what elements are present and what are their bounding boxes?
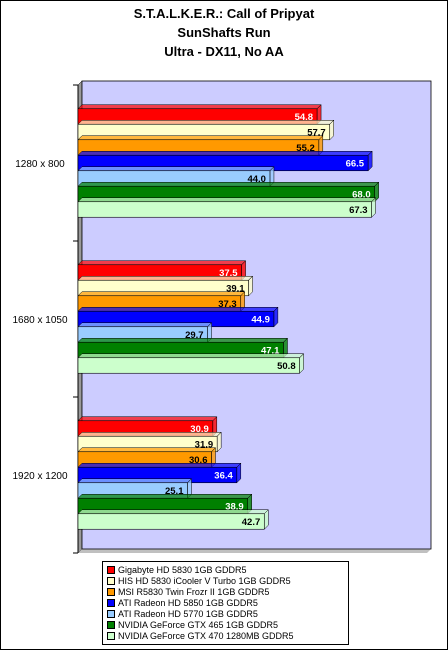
bar [77, 201, 372, 218]
bar-value-label: 57.7 [307, 128, 326, 139]
bar [77, 357, 300, 374]
legend-label: ATI Radeon HD 5770 1GB GDDR5 [118, 609, 258, 619]
bar-top-face [77, 135, 324, 140]
bar-value-label: 37.5 [219, 268, 238, 279]
bar-top-face [77, 416, 218, 421]
chart-title-line-3: Ultra - DX11, No AA [164, 44, 284, 59]
bar-top-face [77, 494, 253, 499]
bar [77, 513, 265, 530]
legend-label: ATI Radeon HD 5850 1GB GDDR5 [118, 598, 258, 608]
bar-value-label: 25.1 [165, 486, 184, 497]
legend-label: HIS HD 5830 iCooler V Turbo 1GB GDDR5 [118, 576, 291, 586]
bar-top-face [77, 166, 275, 171]
bar-value-label: 47.1 [261, 346, 280, 357]
chart-legend: Gigabyte HD 5830 1GB GDDR5 HIS HD 5830 iC… [102, 561, 349, 645]
bar-top-face [77, 447, 217, 452]
bar-value-label: 68.0 [352, 190, 371, 201]
bar-value-label: 42.7 [242, 517, 261, 528]
bar-top-face [77, 322, 213, 327]
bar-top-face [77, 353, 305, 358]
bar-value-label: 30.9 [190, 424, 209, 435]
bar-value-label: 30.6 [189, 455, 208, 466]
legend-label: MSI R5830 Twin Frozr II 1GB GDDR5 [118, 587, 270, 597]
legend-swatch [107, 621, 115, 629]
legend-label: NVIDIA GeForce GTX 470 1280MB GDDR5 [118, 631, 294, 641]
bar-top-face [77, 291, 246, 296]
bar-value-label: 67.3 [349, 205, 368, 216]
legend-swatch [107, 566, 115, 574]
bar-top-face [77, 463, 242, 468]
bar-value-label: 29.7 [185, 330, 204, 341]
bar-top-face [77, 197, 377, 202]
category-label: 1920 x 1200 [12, 471, 67, 482]
bar-value-label: 39.1 [226, 284, 245, 295]
bar-value-label: 50.8 [277, 361, 296, 372]
bar-value-label: 44.9 [251, 315, 270, 326]
bar-top-face [77, 276, 254, 281]
legend-swatch [107, 610, 115, 618]
bar-top-face [77, 260, 247, 265]
bar-top-face [77, 120, 335, 125]
bar-value-label: 37.3 [218, 299, 237, 310]
bar-value-label: 36.4 [214, 471, 233, 482]
bar-value-label: 66.5 [346, 159, 365, 170]
bar-top-face [77, 104, 322, 109]
bar-value-label: 31.9 [195, 440, 214, 451]
category-label: 1280 x 800 [15, 159, 65, 170]
chart-title-line-1: S.T.A.L.K.E.R.: Call of Pripyat [133, 6, 315, 21]
bar-top-face [77, 151, 373, 156]
bar-value-label: 38.9 [225, 502, 244, 513]
bar-top-face [77, 509, 269, 514]
bar-top-face [77, 478, 193, 483]
bar-top-face [77, 338, 289, 343]
legend-label: NVIDIA GeForce GTX 465 1GB GDDR5 [118, 620, 279, 630]
legend-swatch [107, 577, 115, 585]
category-label: 1680 x 1050 [12, 315, 67, 326]
plot-floor [78, 549, 431, 553]
legend-swatch [107, 632, 115, 640]
bar-top-face [77, 432, 222, 437]
legend-label: Gigabyte HD 5830 1GB GDDR5 [118, 565, 247, 575]
bar-value-label: 54.8 [295, 112, 314, 123]
bar-top-face [77, 307, 279, 312]
legend-swatch [107, 588, 115, 596]
bar-value-label: 55.2 [296, 143, 315, 154]
chart-title-line-2: SunShafts Run [177, 25, 271, 40]
legend-swatch [107, 599, 115, 607]
bar-top-face [77, 182, 380, 187]
bar-value-label: 44.0 [247, 174, 266, 185]
